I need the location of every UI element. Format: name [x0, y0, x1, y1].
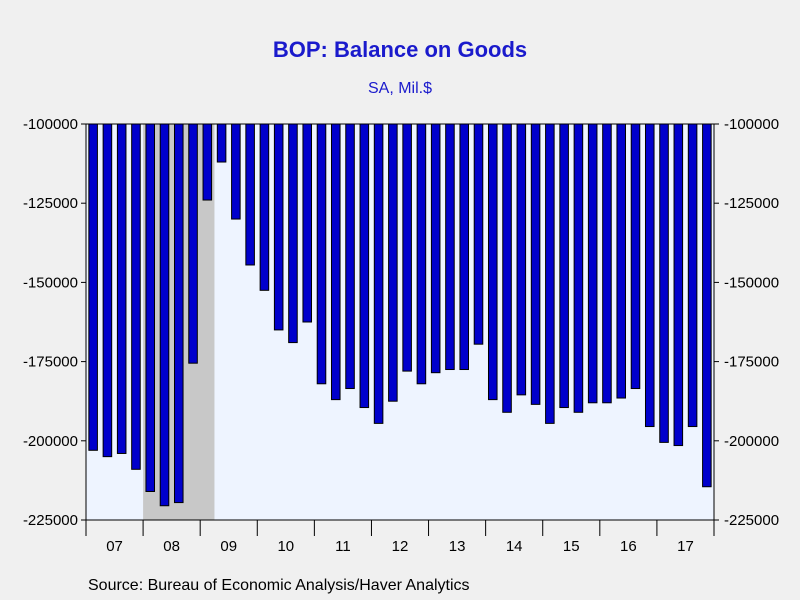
- chart-title: BOP: Balance on Goods: [272, 37, 528, 62]
- x-tick-label: 14: [506, 538, 523, 555]
- bar: [702, 123, 712, 488]
- bar: [231, 123, 241, 220]
- bar: [359, 123, 370, 409]
- source-note: Source: Bureau of Economic Analysis/Have…: [88, 577, 470, 594]
- x-tick-label: 17: [677, 538, 694, 555]
- y-tick-label-right: -150000: [724, 274, 779, 291]
- y-tick-label-left: -125000: [23, 195, 78, 212]
- x-tick-label: 12: [392, 538, 409, 555]
- x-tick-label: 11: [335, 538, 351, 555]
- bar: [487, 123, 498, 401]
- x-tick-label: 16: [620, 538, 637, 555]
- bar: [116, 123, 127, 454]
- bar: [587, 123, 598, 404]
- bar: [516, 123, 527, 396]
- bar: [216, 123, 227, 163]
- bar: [573, 123, 584, 413]
- bar: [88, 123, 98, 451]
- bar: [288, 123, 298, 344]
- bar: [659, 123, 669, 443]
- y-tick-label-left: -200000: [23, 433, 78, 450]
- bar: [245, 123, 255, 266]
- x-tick-label: 15: [563, 538, 580, 555]
- y-tick-label-left: -175000: [23, 354, 78, 371]
- bar: [602, 123, 612, 404]
- bar: [445, 123, 455, 371]
- bar: [473, 123, 484, 345]
- x-tick-label: 07: [106, 538, 123, 555]
- bar: [330, 123, 341, 401]
- x-tick-label: 08: [163, 538, 180, 555]
- bar: [673, 123, 684, 447]
- bar: [630, 123, 641, 390]
- y-tick-label-left: -100000: [23, 116, 78, 133]
- bar: [459, 123, 470, 371]
- y-tick-label-right: -175000: [724, 354, 779, 371]
- bar: [202, 123, 213, 201]
- bar: [416, 123, 427, 385]
- chart-subtitle: SA, Mil.$: [367, 80, 432, 97]
- bar: [545, 123, 555, 424]
- x-tick-label: 10: [277, 538, 294, 555]
- y-tick-label-left: -150000: [23, 274, 78, 291]
- y-tick-label-right: -100000: [724, 116, 779, 133]
- x-tick-label: 09: [220, 538, 237, 555]
- bar: [159, 123, 170, 507]
- bar: [530, 123, 541, 405]
- bar: [388, 123, 398, 402]
- bar: [559, 123, 569, 409]
- bar: [644, 123, 655, 428]
- bar: [316, 123, 327, 385]
- x-tick-label: 13: [449, 538, 466, 555]
- bar: [145, 123, 156, 492]
- bar: [259, 123, 270, 291]
- bar: [430, 123, 441, 374]
- bar: [402, 123, 412, 372]
- y-tick-label-right: -225000: [724, 512, 779, 529]
- bar: [373, 123, 384, 424]
- bar: [302, 123, 313, 323]
- bar: [273, 123, 284, 331]
- bar: [188, 123, 198, 364]
- bar: [131, 123, 141, 470]
- y-tick-label-left: -225000: [23, 512, 78, 529]
- bar: [345, 123, 355, 390]
- bar: [687, 123, 698, 428]
- y-tick-label-right: -200000: [724, 433, 779, 450]
- bar: [502, 123, 512, 413]
- bar: [173, 123, 184, 504]
- y-tick-label-right: -125000: [724, 195, 779, 212]
- bar: [102, 123, 113, 458]
- bar: [616, 123, 627, 399]
